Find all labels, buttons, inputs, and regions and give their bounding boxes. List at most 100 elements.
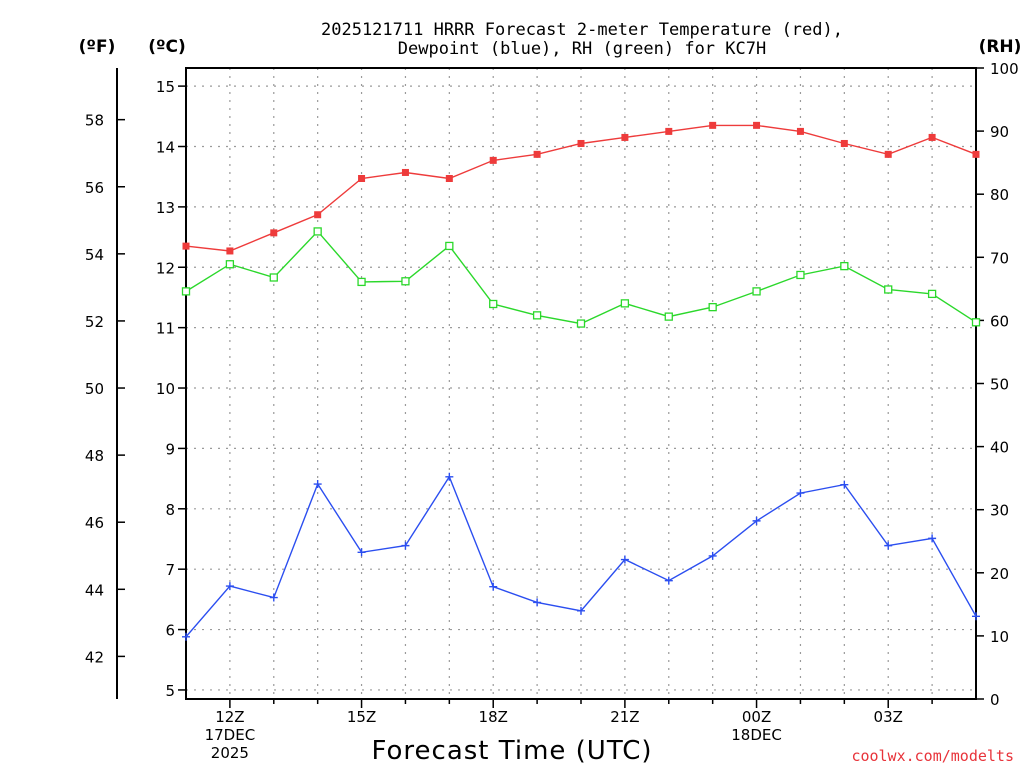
rh-point	[796, 270, 805, 280]
fahrenheit-unit-label: (ºF)	[79, 37, 116, 57]
temperature-point	[972, 150, 980, 158]
temperature-point	[270, 229, 278, 237]
celsius-tick-label: 7	[165, 561, 175, 579]
dewpoint-point	[928, 534, 937, 543]
rh-point	[620, 299, 630, 308]
time-tick-label: 17DEC	[205, 726, 256, 744]
temperature-point	[226, 247, 234, 255]
temperature-point	[358, 175, 366, 183]
temperature-series	[182, 121, 980, 255]
rh-tick-label: 70	[990, 249, 1009, 267]
dewpoint-point	[182, 632, 190, 641]
celsius-axis: 5 6 7 8 9 10 11 12 13 14 15	[156, 78, 186, 700]
temperature-point	[928, 133, 936, 141]
dewpoint-point	[664, 576, 673, 585]
rh-tick-label: 50	[990, 376, 1009, 394]
temperature-point	[884, 150, 892, 158]
temperature-point	[401, 168, 409, 176]
temperature-point	[533, 150, 541, 158]
series-layer	[181, 121, 981, 641]
celsius-tick-label: 8	[165, 501, 175, 519]
fahrenheit-axis: 42 44 46 48 50 52 54 56 58	[85, 112, 125, 666]
rh-series	[181, 227, 981, 328]
celsius-tick-label: 13	[156, 199, 175, 217]
celsius-tick-label: 15	[156, 78, 175, 96]
dewpoint-point	[269, 593, 278, 602]
celsius-tick-label: 14	[156, 138, 175, 156]
dewpoint-point	[708, 551, 717, 560]
temperature-point	[577, 139, 585, 147]
rh-tick-label: 0	[990, 691, 1000, 709]
rh-point	[576, 319, 586, 328]
rh-tick-label: 60	[990, 312, 1009, 330]
rh-tick-label: 100	[990, 60, 1019, 78]
rh-point	[357, 277, 366, 287]
dewpoint-point	[489, 582, 498, 591]
temperature-point	[840, 139, 848, 147]
rh-tick-label: 90	[990, 123, 1009, 141]
time-tick-label: 15Z	[347, 708, 376, 726]
rh-point	[225, 260, 235, 269]
time-tick-label: 03Z	[874, 708, 903, 726]
celsius-tick-label: 10	[156, 380, 175, 398]
dewpoint-point	[357, 548, 366, 557]
rh-point	[401, 277, 410, 286]
temperature-point	[489, 156, 497, 164]
x-axis-label: Forecast Time (UTC)	[371, 736, 652, 766]
fahrenheit-tick-label: 58	[85, 112, 104, 130]
dewpoint-point	[577, 606, 585, 615]
celsius-tick-label: 11	[156, 320, 175, 338]
dewpoint-point	[972, 612, 980, 621]
dewpoint-point	[401, 541, 410, 550]
rh-tick-label: 20	[990, 565, 1009, 583]
temperature-point	[182, 242, 190, 250]
rh-tick-label: 40	[990, 439, 1009, 457]
temperature-point	[314, 211, 322, 219]
celsius-tick-label: 5	[165, 682, 175, 700]
fahrenheit-tick-label: 56	[85, 179, 104, 197]
rh-point	[445, 241, 454, 251]
rh-point	[313, 227, 322, 236]
temperature-point	[796, 127, 804, 135]
credit-link[interactable]: coolwx.com/modelts	[851, 747, 1014, 765]
rh-tick-label: 80	[990, 186, 1009, 204]
time-tick-label: 18DEC	[731, 726, 782, 744]
time-tick-label: 2025	[211, 744, 249, 762]
celsius-unit-label: (ºC)	[148, 37, 186, 57]
dewpoint-point	[840, 480, 849, 489]
rh-point	[489, 299, 498, 309]
rh-point	[971, 318, 981, 327]
rh-tick-label: 10	[990, 628, 1009, 646]
fahrenheit-tick-label: 42	[85, 648, 104, 666]
gridlines	[186, 68, 976, 699]
time-tick-label: 21Z	[610, 708, 639, 726]
time-tick-label: 18Z	[479, 708, 508, 726]
dewpoint-point	[796, 489, 805, 498]
fahrenheit-tick-label: 44	[85, 581, 104, 599]
rh-point	[840, 261, 849, 271]
rh-point	[532, 311, 542, 320]
dewpoint-point	[445, 472, 454, 481]
dewpoint-point	[752, 516, 761, 525]
dewpoint-point	[225, 582, 234, 591]
dewpoint-series	[182, 472, 980, 641]
temperature-point	[665, 127, 673, 135]
temperature-point	[445, 175, 453, 183]
time-tick-label: 12Z	[215, 708, 244, 726]
rh-point	[708, 302, 717, 312]
chart-title-line-1: 2025121711 HRRR Forecast 2-meter Tempera…	[321, 20, 843, 40]
fahrenheit-tick-label: 54	[85, 246, 104, 264]
fahrenheit-tick-label: 48	[85, 447, 104, 465]
dewpoint-point	[533, 598, 542, 607]
fahrenheit-tick-label: 52	[85, 313, 104, 331]
temperature-point	[621, 133, 629, 141]
rh-point	[269, 273, 278, 282]
fahrenheit-tick-label: 46	[85, 514, 104, 532]
rh-unit-label: (RH)	[979, 37, 1022, 57]
rh-point	[927, 289, 937, 299]
temperature-point	[753, 121, 761, 129]
rh-point	[664, 312, 673, 321]
rh-axis: 0 10 20 30 40 50 60 70 80 90 100	[976, 60, 1019, 709]
